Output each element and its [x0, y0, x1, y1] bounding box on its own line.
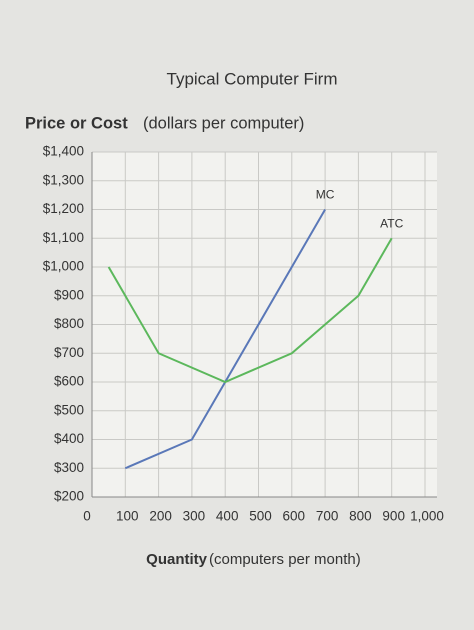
x-tick-label: 300	[183, 509, 206, 524]
series-label: MC	[316, 188, 335, 202]
y-axis-label: (dollars per computer)	[143, 114, 304, 132]
y-axis-label: Price or Cost	[25, 114, 128, 132]
y-tick-label: $1,200	[43, 201, 84, 216]
y-tick-label: $300	[54, 460, 84, 475]
y-tick-label: $900	[54, 287, 84, 302]
series-line	[107, 237, 393, 384]
x-tick-label: 900	[382, 509, 405, 524]
chart-title: Typical Computer Firm	[167, 69, 338, 88]
y-tick-label: $1,100	[43, 230, 84, 245]
x-tick-label: 400	[216, 509, 239, 524]
x-tick-label: 600	[283, 509, 306, 524]
y-tick-label: $1,400	[43, 144, 84, 159]
y-tick-label: $600	[54, 374, 84, 389]
series-label: ATC	[380, 216, 403, 230]
y-tick-label: $500	[54, 402, 84, 417]
y-tick-label: $400	[54, 431, 84, 446]
x-tick-label: 200	[149, 509, 172, 524]
y-tick-label: $800	[54, 316, 84, 331]
x-tick-label: 800	[349, 509, 372, 524]
x-tick-label: 100	[116, 509, 139, 524]
x-axis-label: (computers per month)	[209, 551, 361, 568]
y-tick-label: $1,300	[43, 172, 84, 187]
y-tick-label: $1,000	[43, 259, 84, 274]
x-tick-label: 0	[83, 509, 91, 524]
x-tick-label: 1,000	[410, 509, 444, 524]
series-line	[124, 208, 326, 470]
y-tick-label: $700	[54, 345, 84, 360]
x-axis-label: Quantity	[146, 551, 207, 568]
x-tick-label: 500	[249, 509, 272, 524]
y-tick-label: $200	[54, 489, 84, 504]
x-tick-label: 700	[316, 509, 339, 524]
